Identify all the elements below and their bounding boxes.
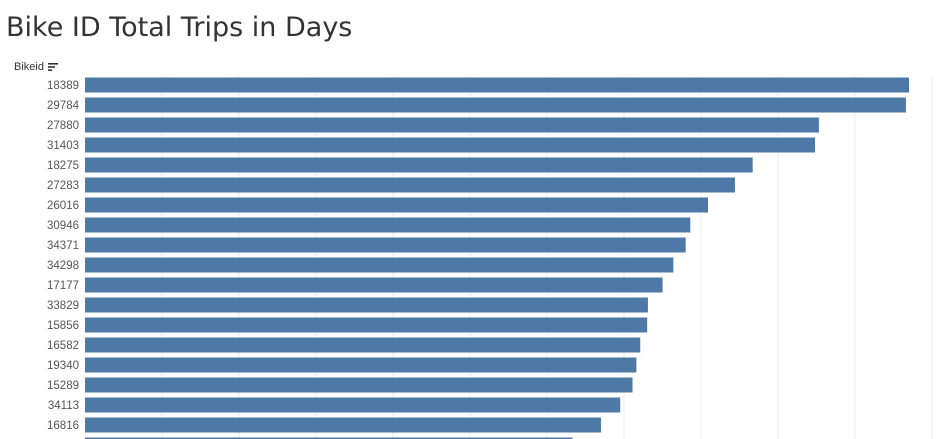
bar[interactable] bbox=[85, 117, 819, 133]
category-label: 19340 bbox=[47, 360, 79, 372]
category-label: 26016 bbox=[47, 200, 79, 212]
bar[interactable] bbox=[85, 357, 637, 373]
bar[interactable] bbox=[85, 317, 648, 333]
category-label: 27880 bbox=[47, 120, 79, 132]
bar[interactable] bbox=[85, 297, 648, 313]
bar[interactable] bbox=[85, 157, 753, 173]
category-label: 29784 bbox=[47, 100, 80, 112]
category-label: 15856 bbox=[47, 320, 79, 332]
category-label: 34371 bbox=[47, 240, 79, 252]
bar[interactable] bbox=[85, 437, 573, 439]
category-label: 16816 bbox=[47, 420, 79, 432]
bar[interactable] bbox=[85, 377, 633, 393]
category-label: 17177 bbox=[47, 280, 79, 292]
page-title: Bike ID Total Trips in Days bbox=[6, 12, 353, 43]
bar[interactable] bbox=[85, 137, 816, 153]
field-label: Bikeid bbox=[14, 61, 44, 73]
category-label: 30946 bbox=[47, 220, 79, 232]
category-label: 33829 bbox=[47, 300, 79, 312]
bar[interactable] bbox=[85, 257, 674, 273]
bar[interactable] bbox=[85, 177, 735, 193]
bar[interactable] bbox=[85, 217, 691, 233]
category-label: 15289 bbox=[47, 380, 79, 392]
category-label: 34298 bbox=[47, 260, 79, 272]
category-label: 34113 bbox=[48, 400, 79, 412]
bar[interactable] bbox=[85, 97, 906, 113]
bar[interactable] bbox=[85, 237, 686, 253]
category-label: 18389 bbox=[47, 80, 79, 92]
bar[interactable] bbox=[85, 77, 909, 93]
sort-descending-icon[interactable] bbox=[47, 62, 59, 72]
bar[interactable] bbox=[85, 197, 709, 213]
bar[interactable] bbox=[85, 277, 663, 293]
bar[interactable] bbox=[85, 397, 621, 413]
category-label: 16582 bbox=[47, 340, 79, 352]
bar[interactable] bbox=[85, 337, 641, 353]
bar[interactable] bbox=[85, 417, 601, 433]
category-label: 18275 bbox=[47, 160, 79, 172]
bikeid-field-header[interactable]: Bikeid bbox=[14, 60, 59, 74]
category-label: 31403 bbox=[47, 140, 79, 152]
category-label: 27283 bbox=[47, 180, 79, 192]
